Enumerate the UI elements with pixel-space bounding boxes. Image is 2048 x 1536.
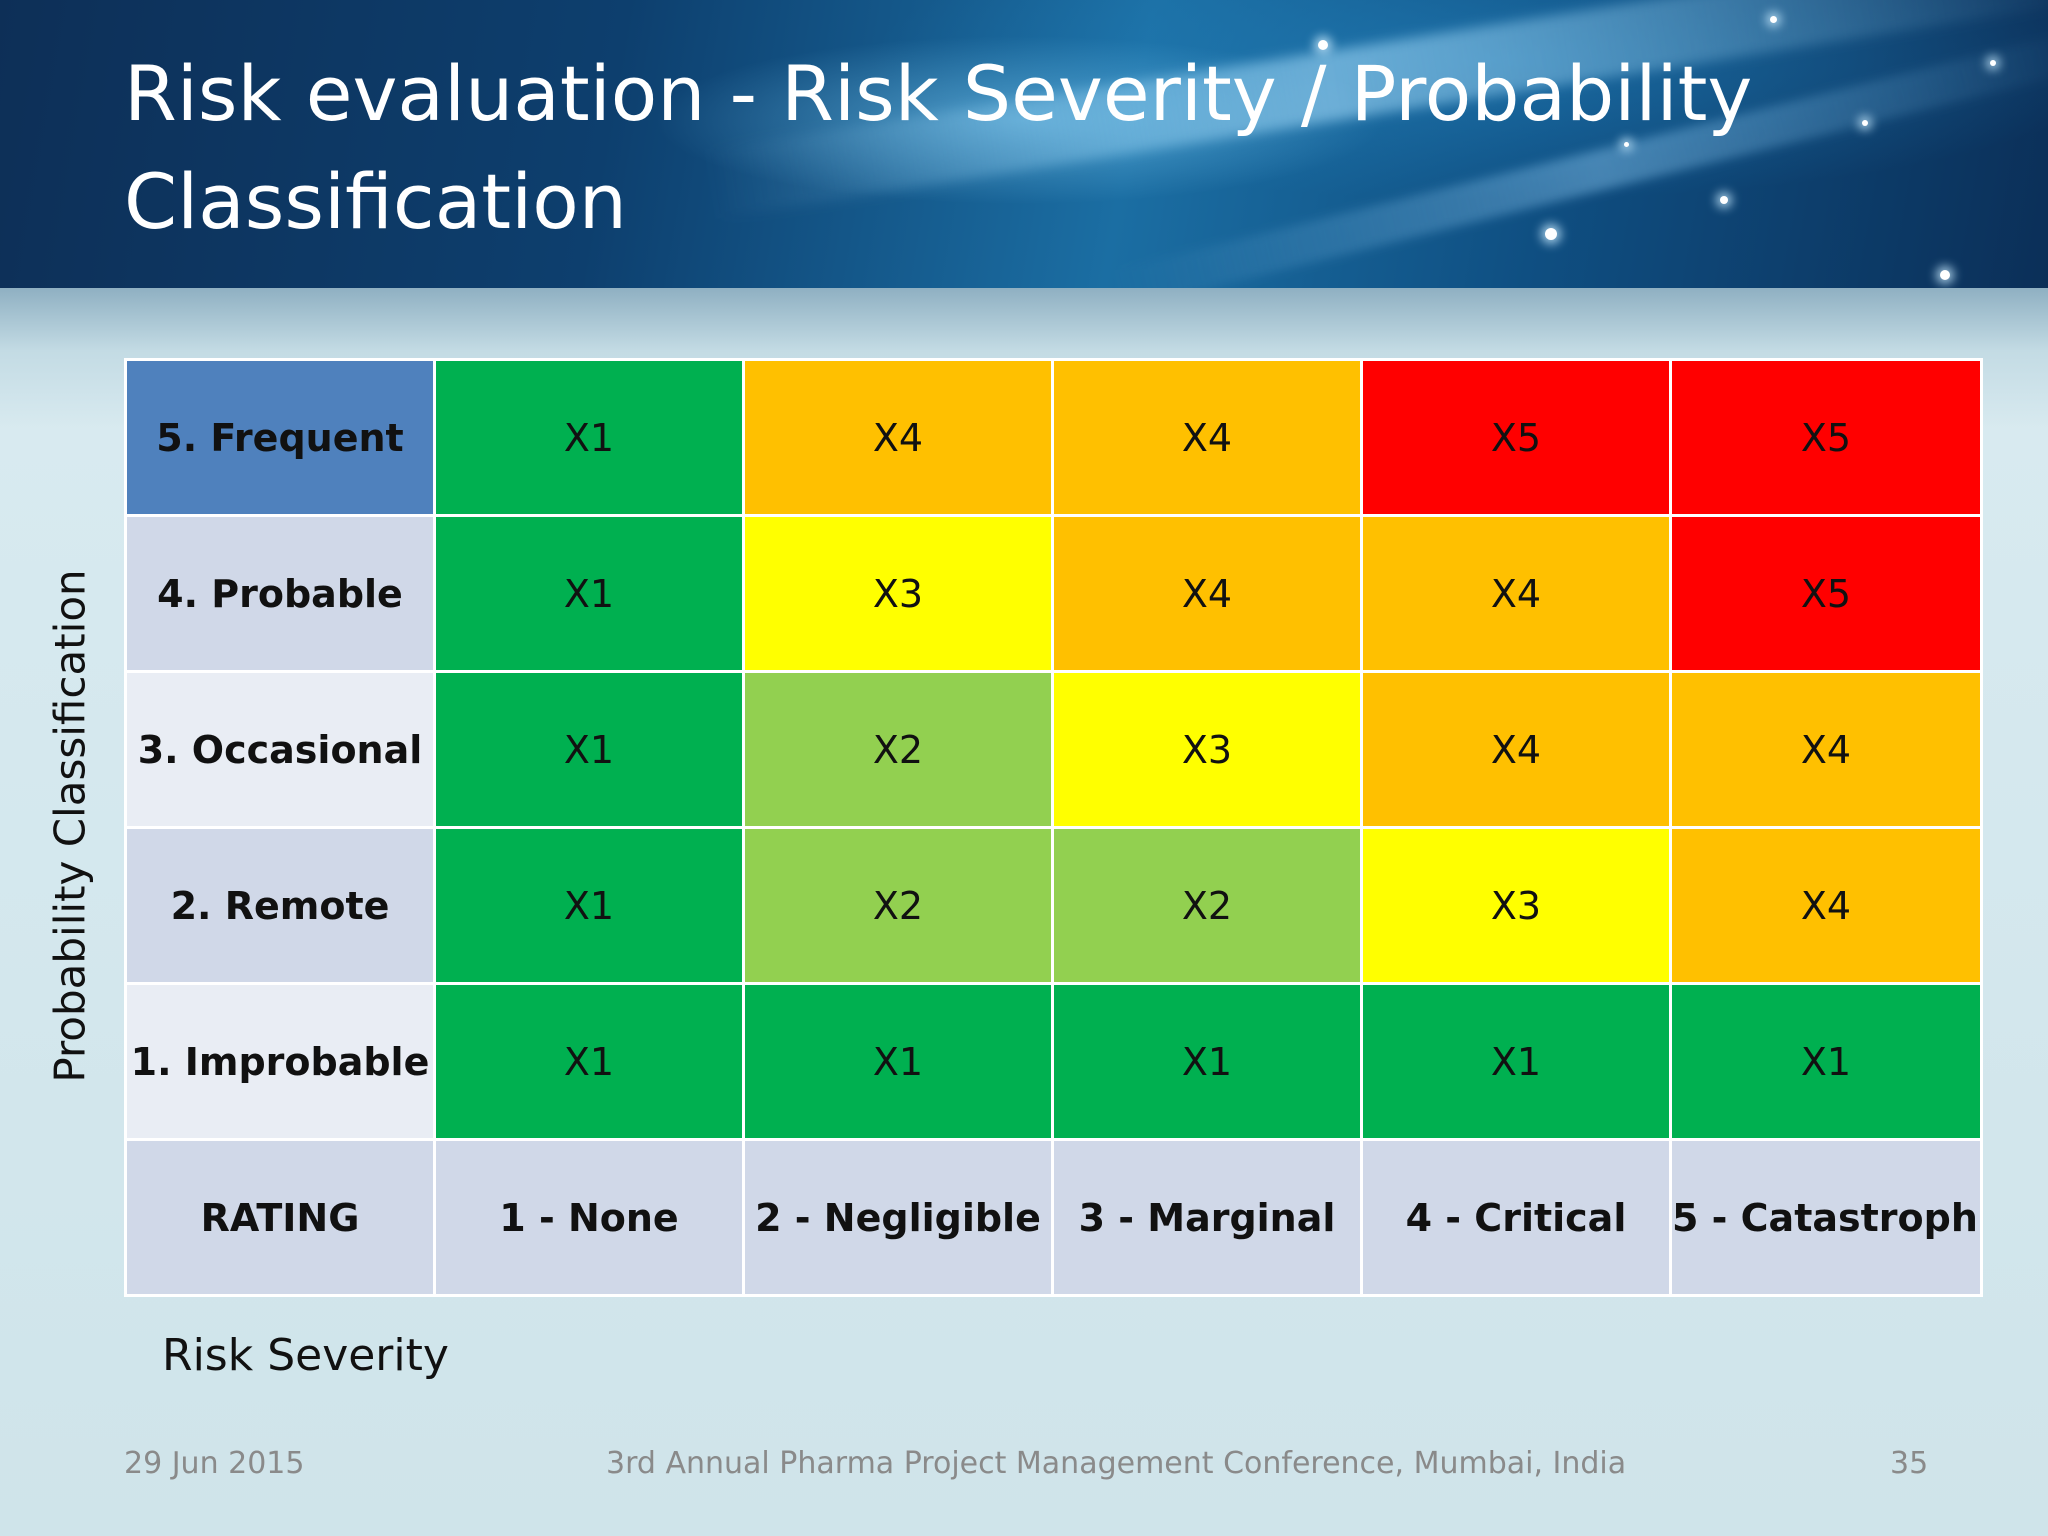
matrix-row: 4. Probable X1 X3 X4 X4 X5 [124,514,1983,673]
probability-label: 2. Remote [124,826,436,985]
matrix-row: 1. Improbable X1 X1 X1 X1 X1 [124,982,1983,1141]
risk-cell: X4 [742,358,1054,517]
severity-label: 1 - None [433,1138,745,1297]
probability-label: 5. Frequent [124,358,436,517]
risk-cell: X2 [742,826,1054,985]
risk-cell: X3 [1360,826,1672,985]
risk-cell: X1 [1051,982,1363,1141]
title-banner: Risk evaluation - Risk Severity / Probab… [0,0,2048,288]
risk-cell: X1 [433,826,745,985]
risk-cell: X1 [742,982,1054,1141]
risk-matrix-table: 5. Frequent X1 X4 X4 X5 X5 4. Probable X1 X3 X4 X4… [124,358,1983,1297]
banner-star [1624,142,1629,147]
severity-row: RATING 1 - None 2 - Negligible 3 - Marginal… [124,1138,1983,1297]
risk-cell: X4 [1669,826,1983,985]
matrix-row: 2. Remote X1 X2 X2 X3 X4 [124,826,1983,985]
risk-cell: X4 [1051,514,1363,673]
severity-label: 4 - Critical [1360,1138,1672,1297]
risk-cell: X2 [1051,826,1363,985]
risk-cell: X4 [1360,514,1672,673]
risk-cell: X3 [742,514,1054,673]
slide-title: Risk evaluation - Risk Severity / Probab… [124,49,1753,246]
risk-cell: X1 [433,358,745,517]
risk-cell: X1 [1669,982,1983,1141]
banner-star [1990,60,1996,66]
severity-label: 2 - Negligible [742,1138,1054,1297]
severity-label: 3 - Marginal [1051,1138,1363,1297]
risk-cell: X1 [433,514,745,673]
risk-cell: X1 [433,982,745,1141]
probability-label: 1. Improbable [124,982,436,1141]
banner-star [1318,40,1328,50]
banner-star [1720,196,1728,204]
banner-star [1770,16,1777,23]
x-axis-title: Risk Severity [162,1330,449,1381]
banner-star [1862,120,1868,126]
footer-event: 3rd Annual Pharma Project Management Con… [606,1446,1627,1481]
probability-label: 4. Probable [124,514,436,673]
risk-cell: X1 [1360,982,1672,1141]
severity-label: 5 - Catastrophic [1669,1138,1983,1297]
risk-cell: X5 [1669,514,1983,673]
risk-cell: X1 [433,670,745,829]
matrix-row: 5. Frequent X1 X4 X4 X5 X5 [124,358,1983,517]
rating-label: RATING [124,1138,436,1297]
banner-star [1545,228,1557,240]
y-axis-title: Probability Classification [45,569,95,1083]
footer-page-number: 35 [1890,1446,1929,1481]
banner-star [1940,270,1950,280]
probability-label: 3. Occasional [124,670,436,829]
risk-cell: X4 [1360,670,1672,829]
risk-cell: X3 [1051,670,1363,829]
risk-cell: X2 [742,670,1054,829]
footer-date: 29 Jun 2015 [124,1446,305,1481]
risk-cell: X4 [1669,670,1983,829]
risk-cell: X5 [1669,358,1983,517]
risk-cell: X4 [1051,358,1363,517]
matrix-row: 3. Occasional X1 X2 X3 X4 X4 [124,670,1983,829]
risk-cell: X5 [1360,358,1672,517]
